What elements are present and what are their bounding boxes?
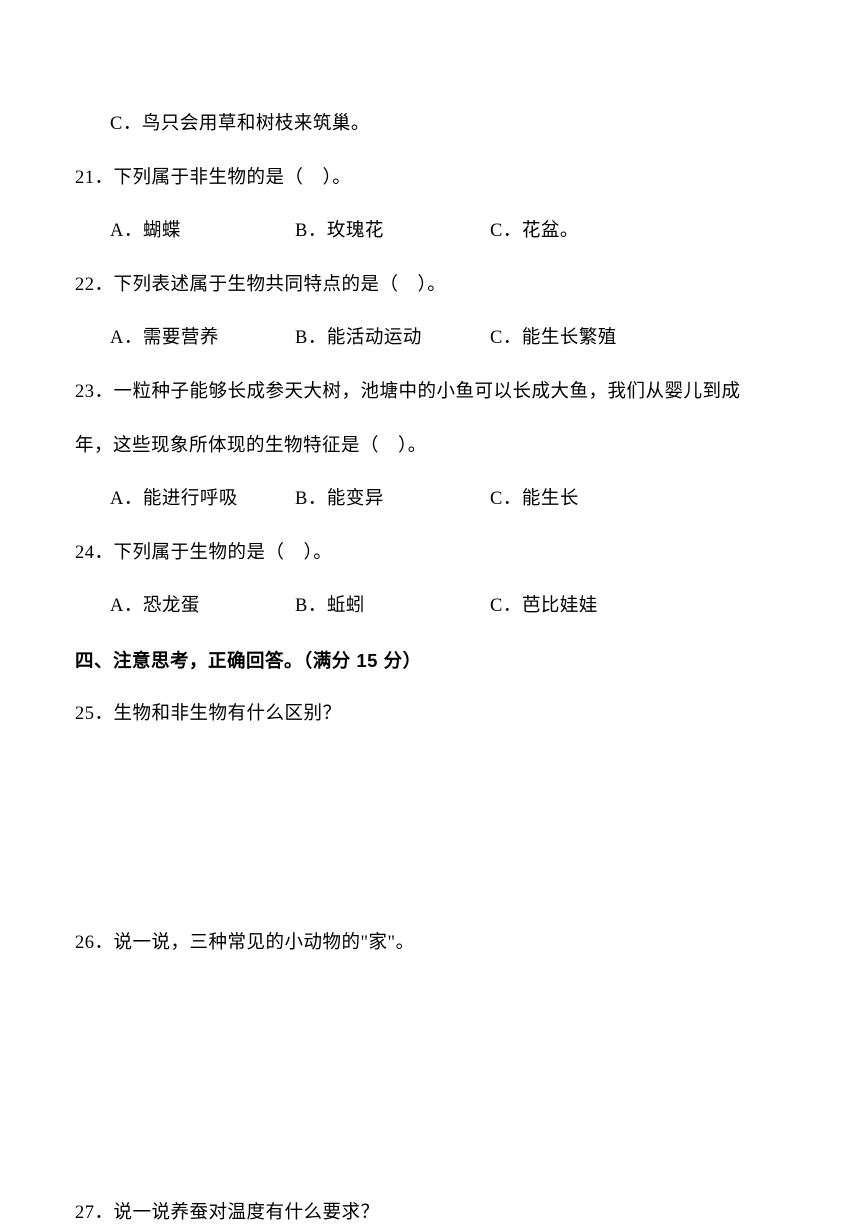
q27-stem: 27．说一说养蚕对温度有什么要求？	[75, 1199, 785, 1228]
q22-stem: 22．下列表述属于生物共同特点的是（ ）。	[75, 271, 785, 301]
q21-stem: 21．下列属于非生物的是（ ）。	[75, 164, 785, 194]
q26-stem: 26．说一说，三种常见的小动物的"家"。	[75, 929, 785, 959]
q23-stem-line2: 年，这些现象所体现的生物特征是（ ）。	[75, 432, 785, 462]
q24-stem: 24．下列属于生物的是（ ）。	[75, 539, 785, 569]
q24-option-b: B．蚯蚓	[295, 592, 490, 622]
option-c-text: C．鸟只会用草和树枝来筑巢。	[75, 110, 785, 140]
section4-heading: 四、注意思考，正确回答。（满分 15 分）	[75, 646, 785, 676]
q23-option-a: A．能进行呼吸	[110, 485, 295, 515]
q22-option-c: C．能生长繁殖	[490, 324, 690, 354]
q23-stem-line1: 23．一粒种子能够长成参天大树，池塘中的小鱼可以长成大鱼，我们从婴儿到成	[75, 378, 785, 408]
q22-options: A．需要营养 B．能活动运动 C．能生长繁殖	[75, 324, 785, 354]
q23-option-b: B．能变异	[295, 485, 490, 515]
q24-option-a: A．恐龙蛋	[110, 592, 295, 622]
q23-option-c: C．能生长	[490, 485, 690, 515]
q22-option-a: A．需要营养	[110, 324, 295, 354]
q21-options: A．蝴蝶 B．玫瑰花 C．花盆。	[75, 217, 785, 247]
q21-option-a: A．蝴蝶	[110, 217, 295, 247]
q21-option-b: B．玫瑰花	[295, 217, 490, 247]
q21-option-c: C．花盆。	[490, 217, 690, 247]
q25-stem: 25．生物和非生物有什么区别？	[75, 700, 785, 730]
q22-option-b: B．能活动运动	[295, 324, 490, 354]
q24-options: A．恐龙蛋 B．蚯蚓 C．芭比娃娃	[75, 592, 785, 622]
q23-options: A．能进行呼吸 B．能变异 C．能生长	[75, 485, 785, 515]
q24-option-c: C．芭比娃娃	[490, 592, 690, 622]
